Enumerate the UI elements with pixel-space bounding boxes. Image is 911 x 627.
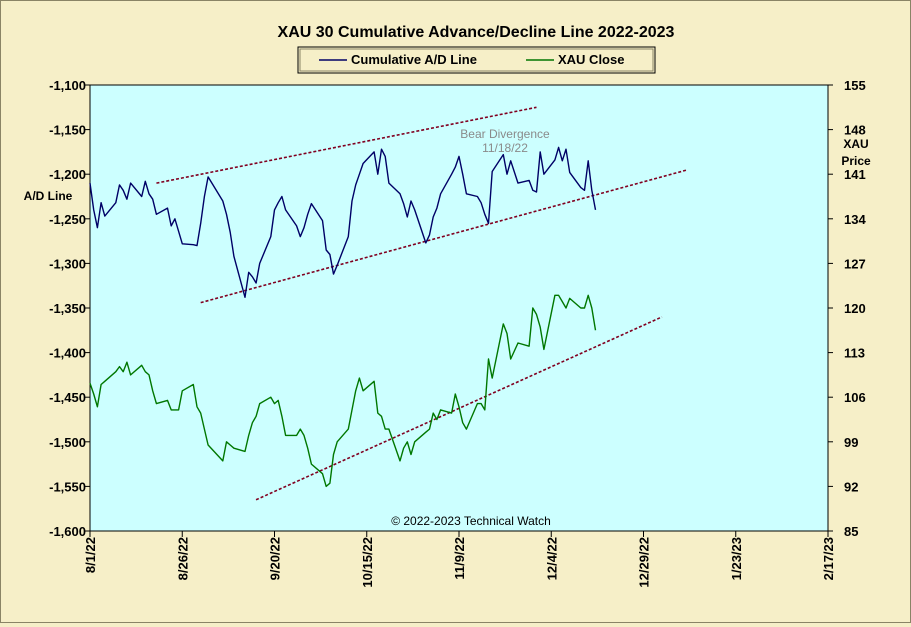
legend-label-ad-line: Cumulative A/D Line	[351, 52, 477, 67]
x-tick-label: 10/15/22	[360, 537, 375, 588]
left-tick-label: -1,500	[49, 435, 86, 450]
x-tick-label: 9/20/22	[268, 537, 283, 580]
legend-label-xau: XAU Close	[558, 52, 624, 67]
x-tick-label: 1/23/23	[729, 537, 744, 580]
x-tick-label: 8/1/22	[83, 537, 98, 573]
left-tick-label: -1,550	[49, 479, 86, 494]
left-tick-label: -1,350	[49, 301, 86, 316]
left-tick-label: -1,250	[49, 212, 86, 227]
x-tick-label: 12/4/22	[544, 537, 559, 580]
left-tick-label: -1,600	[49, 524, 86, 539]
left-tick-label: -1,300	[49, 256, 86, 271]
left-tick-label: -1,400	[49, 346, 86, 361]
legend-box-inner	[299, 48, 654, 72]
left-tick-label: -1,200	[49, 167, 86, 182]
right-tick-label: 85	[844, 524, 858, 539]
trendline	[200, 168, 688, 304]
right-tick-label: 106	[844, 390, 866, 405]
left-tick-label: -1,450	[49, 390, 86, 405]
right-tick-label: 113	[844, 346, 865, 361]
right-tick-label: 120	[844, 301, 866, 316]
x-tick-label: 11/9/22	[452, 537, 467, 580]
left-tick-label: -1,150	[49, 123, 86, 138]
right-tick-label: 92	[844, 479, 858, 494]
right-tick-label: 134	[844, 212, 866, 227]
right-axis-label-line1: XAU	[843, 137, 868, 151]
series	[89, 146, 597, 488]
x-tick-label: 8/26/22	[175, 537, 190, 580]
left-axis-label: A/D Line	[24, 189, 73, 203]
left-axis: -1,100 -1,150 -1,200 -1,250 -1,300 -1,350 -1,4…	[49, 78, 90, 539]
legend: Cumulative A/D Line XAU Close	[297, 46, 656, 74]
chart-title: XAU 30 Cumulative Advance/Decline Line 2…	[278, 24, 675, 41]
left-tick-label: -1,100	[49, 78, 86, 93]
credit-text: © 2022-2023 Technical Watch	[391, 514, 551, 528]
trendline	[156, 106, 537, 184]
right-tick-label: 155	[844, 78, 866, 93]
ad-line-series	[89, 146, 597, 298]
annotation-line1: Bear Divergence	[460, 127, 550, 141]
right-tick-label: 127	[844, 256, 866, 271]
xau-close-series	[89, 294, 597, 488]
right-tick-label: 99	[844, 435, 858, 450]
legend-box	[297, 46, 656, 74]
right-axis: 155 148 141 134 127 120 113 106 99 92 85	[828, 78, 866, 539]
right-tick-label: 141	[844, 167, 866, 182]
x-tick-label: 12/29/22	[637, 537, 652, 588]
right-axis-label-line2: Price	[841, 154, 871, 168]
right-tick-label: 148	[844, 123, 866, 138]
x-axis: 8/1/22 8/26/22 9/20/22 10/15/22 11/9/22 12/4/…	[83, 531, 836, 588]
annotation-line2: 11/18/22	[482, 141, 528, 155]
plot-area	[89, 84, 829, 532]
x-tick-label: 2/17/23	[821, 537, 836, 580]
